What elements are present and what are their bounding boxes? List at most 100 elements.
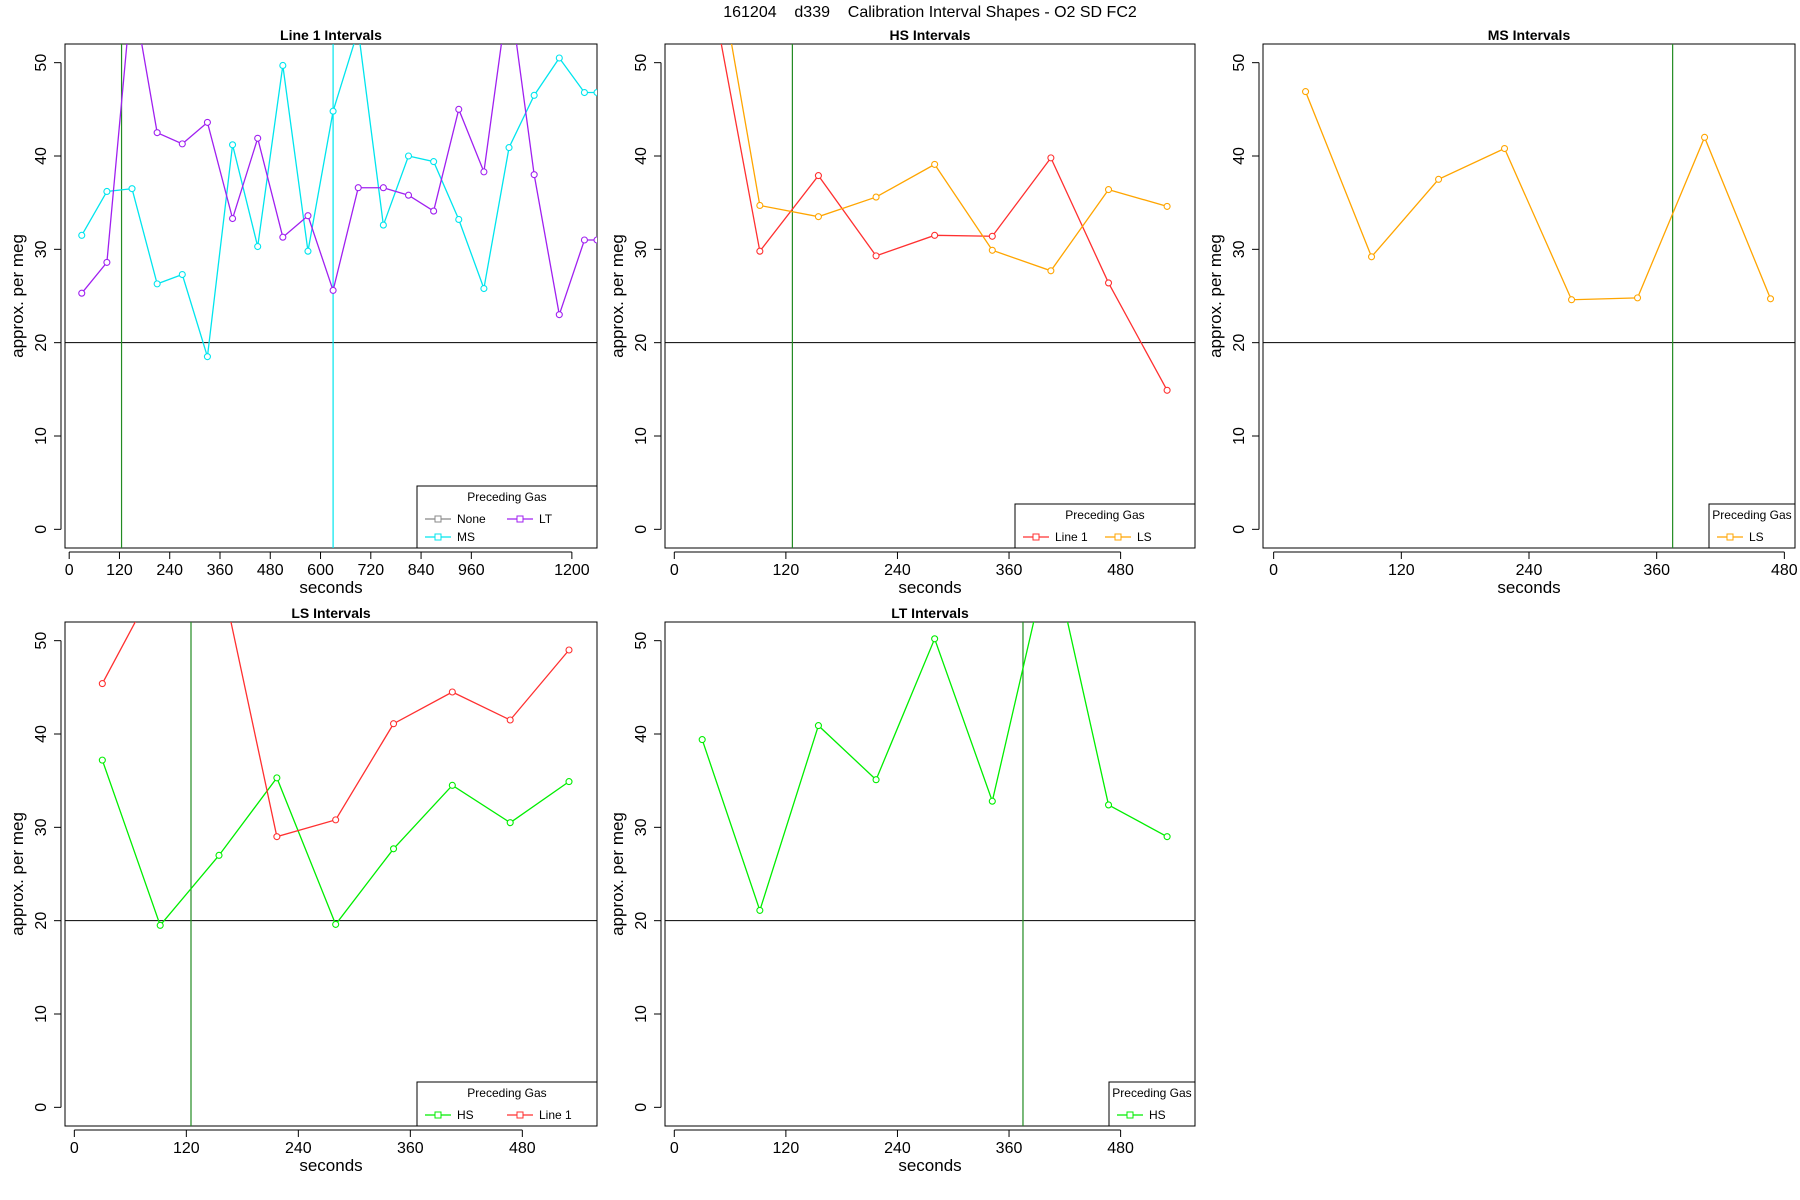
y-tick-label: 50	[633, 632, 650, 650]
legend-swatch-marker	[434, 533, 442, 541]
data-point	[229, 214, 237, 223]
data-point	[329, 107, 337, 115]
legend: Preceding Gas LS	[1708, 503, 1796, 549]
data-point	[580, 88, 588, 97]
data-point	[103, 258, 111, 266]
data-point	[78, 231, 86, 239]
data-point	[505, 144, 513, 152]
data-point	[203, 118, 211, 126]
data-point	[1163, 386, 1171, 394]
y-tick-label: 30	[633, 818, 650, 836]
x-tick-label: 0	[65, 562, 74, 579]
x-tick-label: 360	[207, 562, 234, 579]
x-tick-label: 360	[397, 1140, 424, 1157]
x-tick-label: 120	[1388, 562, 1415, 579]
y-axis: 0 10 20 30 40 50 approx. per meg	[1206, 54, 1260, 534]
data-point	[814, 722, 822, 730]
plot-area	[65, 622, 597, 1126]
data-point	[565, 778, 573, 786]
y-axis-label: approx. per meg	[8, 234, 27, 358]
x-axis: 0 120 240 360 480 seconds	[670, 551, 1134, 597]
x-tick-label: 1200	[554, 562, 590, 579]
data-point	[98, 680, 106, 688]
legend-box	[1014, 503, 1196, 549]
legend-title: Preceding Gas	[467, 490, 546, 504]
y-tick-label: 50	[33, 54, 50, 72]
data-point	[254, 242, 262, 251]
legend-swatch-marker	[1032, 533, 1040, 541]
series-line	[701, 622, 1168, 913]
data-point	[530, 91, 538, 99]
y-tick-label: 30	[1231, 240, 1248, 258]
y-tick-label: 40	[633, 147, 650, 165]
x-axis-label: seconds	[299, 1156, 362, 1175]
x-tick-label: 0	[670, 562, 679, 579]
data-point	[430, 207, 438, 215]
y-tick-label: 0	[633, 1103, 650, 1112]
data-point	[988, 232, 996, 240]
data-point	[756, 201, 764, 210]
data-point	[814, 172, 822, 180]
y-tick-label: 40	[33, 147, 50, 165]
x-tick-label: 120	[773, 1140, 800, 1157]
data-point	[1104, 801, 1113, 809]
y-tick-label: 20	[33, 912, 50, 930]
chart-title: Line 1 Intervals	[280, 27, 382, 43]
data-point	[1104, 186, 1113, 194]
x-tick-label: 0	[1269, 562, 1278, 579]
data-point	[273, 833, 281, 841]
x-tick-label: 120	[173, 1140, 200, 1157]
data-point	[931, 635, 939, 643]
y-tick-label: 10	[33, 1005, 50, 1023]
data-point	[1163, 833, 1171, 841]
data-point	[332, 920, 340, 928]
y-tick-label: 20	[1231, 334, 1248, 352]
x-tick-label: 240	[884, 1140, 911, 1157]
x-tick-label: 720	[357, 562, 384, 579]
y-axis-label: approx. per meg	[8, 812, 27, 936]
series-line	[720, 44, 1168, 391]
legend: Preceding Gas None LT MS	[416, 485, 598, 549]
data-point	[455, 105, 463, 113]
page-title: 161204 d339 Calibration Interval Shapes …	[723, 4, 1137, 21]
x-axis-label: seconds	[898, 578, 961, 597]
x-tick-label: 360	[996, 1140, 1023, 1157]
legend-swatch-marker	[516, 515, 524, 523]
legend: Preceding Gas Line 1 LS	[1014, 503, 1196, 549]
plot-area	[665, 622, 1195, 1126]
data-point	[389, 720, 398, 728]
data-point	[1766, 295, 1775, 303]
data-point	[506, 716, 514, 724]
y-tick-label: 0	[1231, 525, 1248, 534]
chart-panel: MS Intervals 0 120 240 360 480 seconds 0 10 20 30 4…	[1206, 27, 1798, 597]
data-point	[1500, 144, 1509, 153]
x-tick-label: 120	[773, 562, 800, 579]
chart-title: LS Intervals	[291, 605, 371, 621]
legend-swatch-marker	[1726, 533, 1734, 541]
data-point	[448, 688, 456, 696]
data-point	[279, 233, 287, 241]
data-point	[273, 774, 281, 782]
legend-box	[1108, 1081, 1196, 1127]
y-tick-label: 40	[33, 725, 50, 743]
y-tick-label: 50	[1231, 54, 1248, 72]
legend-label: Line 1	[539, 1108, 572, 1122]
data-point	[1047, 154, 1055, 162]
data-point	[103, 187, 111, 196]
x-tick-label: 960	[458, 562, 485, 579]
plot-area	[665, 44, 1195, 548]
data-point	[756, 247, 764, 255]
data-point	[1568, 296, 1576, 304]
x-tick-label: 480	[1107, 562, 1134, 579]
x-tick-label: 480	[1771, 562, 1798, 579]
y-axis-label: approx. per meg	[608, 234, 627, 358]
plot-frame	[664, 621, 1196, 1127]
data-point	[354, 184, 362, 192]
data-point	[1047, 267, 1055, 275]
x-axis: 0 120 240 360 480 600 720 840 960 1200 seconds	[65, 551, 590, 597]
y-tick-label: 20	[33, 334, 50, 352]
y-tick-label: 10	[1231, 427, 1248, 445]
x-tick-label: 240	[884, 562, 911, 579]
x-tick-label: 240	[156, 562, 183, 579]
